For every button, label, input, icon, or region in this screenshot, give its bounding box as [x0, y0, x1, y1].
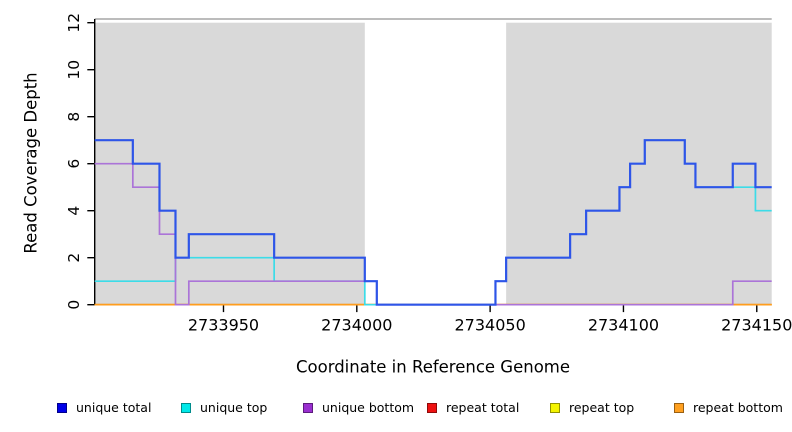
- legend-label: unique total: [76, 400, 152, 415]
- legend-swatch-icon: [181, 402, 191, 413]
- series-unique-total: [94, 139, 772, 306]
- legend-item-repeat-bottom: repeat bottom: [674, 400, 783, 415]
- x-axis-title: Coordinate in Reference Genome: [295, 357, 571, 377]
- y-tick-label: 6: [65, 159, 83, 169]
- legend-item-unique-bottom: unique bottom: [303, 400, 414, 415]
- y-tick-label: 8: [65, 112, 83, 122]
- legend-swatch-icon: [674, 402, 684, 413]
- legend-label: unique bottom: [322, 400, 415, 415]
- legend-item-repeat-total: repeat total: [427, 400, 519, 415]
- legend-label: repeat bottom: [693, 400, 783, 415]
- y-axis-title: Read Coverage Depth: [21, 72, 41, 254]
- legend-label: repeat top: [569, 400, 635, 415]
- y-tick-label: 0: [65, 300, 83, 310]
- x-tick-label: 2733950: [188, 316, 259, 335]
- legend-item-unique-top: unique top: [181, 400, 267, 415]
- y-tick-label: 12: [65, 13, 83, 33]
- legend-item-unique-total: unique total: [57, 400, 151, 415]
- legend-swatch-icon: [303, 402, 313, 413]
- legend-item-repeat-top: repeat top: [550, 400, 634, 415]
- legend-label: repeat total: [446, 400, 520, 415]
- y-tick-label: 10: [65, 60, 83, 80]
- y-tick-label: 4: [65, 206, 83, 216]
- y-tick-label: 2: [65, 253, 83, 263]
- legend-swatch-icon: [57, 402, 67, 413]
- legend-label: unique top: [200, 400, 268, 415]
- legend-swatch-icon: [427, 402, 437, 413]
- x-tick-label: 2734100: [588, 316, 659, 335]
- x-tick-label: 2734050: [454, 316, 525, 335]
- x-tick-label: 2734150: [721, 316, 792, 335]
- x-tick-label: 2734000: [321, 316, 392, 335]
- legend-swatch-icon: [550, 402, 560, 413]
- series-unique-bottom: [94, 162, 772, 306]
